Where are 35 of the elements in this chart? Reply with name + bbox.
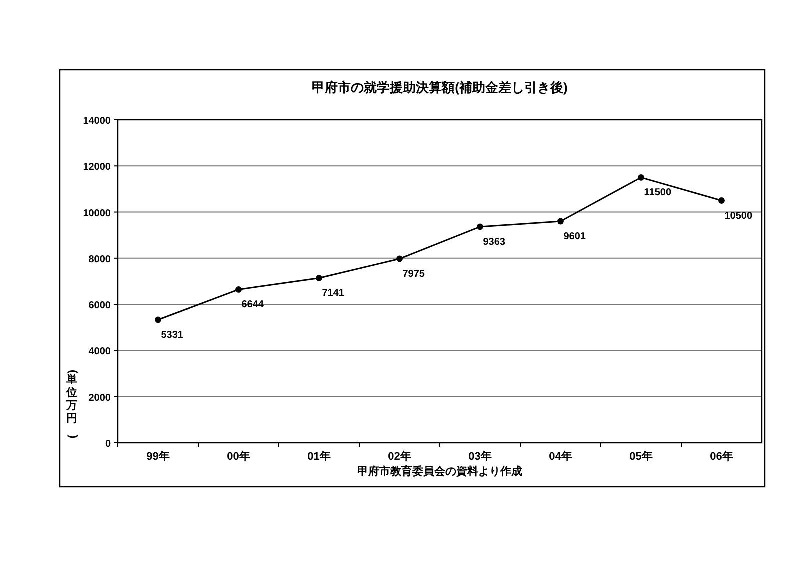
point xyxy=(396,256,403,262)
x-tick-label: 06年 xyxy=(710,450,734,463)
y-tick-label: 0 xyxy=(105,439,112,450)
x-tick-label: 01年 xyxy=(308,450,331,463)
x-tick-label: 03年 xyxy=(468,450,492,463)
data-label: 10500 xyxy=(724,210,753,222)
data-label: 5331 xyxy=(161,330,184,342)
data-label: 7975 xyxy=(402,269,426,280)
y-tick-label: 10000 xyxy=(83,208,112,220)
data-label: 6644 xyxy=(242,300,264,311)
y-axis-title: (単位万円) xyxy=(66,370,80,439)
y-tick-label: 6000 xyxy=(88,300,112,312)
point xyxy=(236,286,242,293)
data-label: 9601 xyxy=(564,231,586,242)
text: 甲府市教育委員会の資料より作成 xyxy=(358,465,522,478)
point xyxy=(316,275,322,282)
chart-title: 甲府市の就学援助決算額(補助金差し引き後) xyxy=(312,80,568,95)
x-tick-label: 04年 xyxy=(549,450,572,463)
point xyxy=(718,198,725,204)
point xyxy=(155,316,162,324)
y-tick-label: 12000 xyxy=(83,162,112,174)
point xyxy=(477,224,484,230)
point xyxy=(638,174,644,181)
point xyxy=(558,218,564,225)
y-tick-label: 2000 xyxy=(88,392,112,404)
data-label: 7141 xyxy=(322,288,345,300)
x-tick-label: 99年 xyxy=(146,450,170,463)
data-label: 9363 xyxy=(483,236,506,248)
x-tick-label: 05年 xyxy=(630,450,653,463)
y-tick-label: 14000 xyxy=(83,116,112,127)
y-tick-label: 4000 xyxy=(88,346,112,358)
x-tick-label: 02年 xyxy=(388,450,412,463)
y-tick-label: 8000 xyxy=(88,254,112,266)
data-label: 11500 xyxy=(644,188,672,199)
x-tick-label: 00年 xyxy=(227,450,250,463)
